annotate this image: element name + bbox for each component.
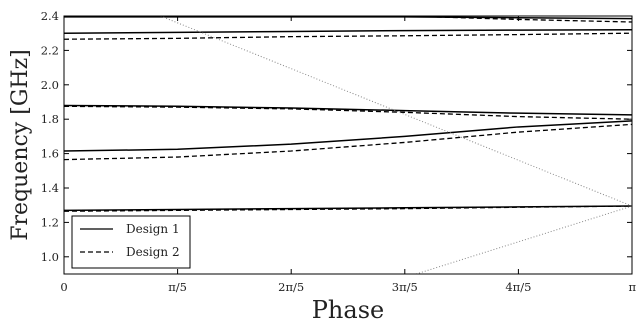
series-design-1-3	[64, 29, 632, 34]
series-design-2-8	[64, 32, 632, 40]
y-axis-ticks: 1.0 1.2 1.4 1.6 1.8 2.0 2.2 2.4	[41, 9, 632, 264]
y-tick-label: 1.8	[41, 112, 59, 126]
y-tick-label: 1.2	[41, 215, 59, 229]
x-tick-label: 4π/5	[505, 280, 531, 294]
x-tick-label: π/5	[168, 280, 187, 294]
plot-area-frame	[63, 15, 633, 275]
series-design-1-1	[64, 120, 632, 152]
legend-label-design-1: Design 1	[126, 222, 180, 236]
x-tick-label: π	[628, 280, 636, 294]
series-design-2-6	[64, 123, 632, 161]
x-axis-title: Phase	[312, 296, 384, 323]
y-tick-label: 1.4	[41, 181, 59, 195]
legend-label-design-2: Design 2	[126, 245, 180, 259]
x-tick-label: 2π/5	[278, 280, 304, 294]
series-design-2-7	[64, 105, 632, 120]
series-light-line-10	[160, 16, 632, 207]
y-tick-label: 2.2	[41, 43, 59, 57]
x-axis-ticks: 0 π/5 2π/5 3π/5 4π/5 π	[60, 16, 636, 294]
y-tick-label: 2.0	[41, 78, 59, 92]
y-tick-label: 2.4	[41, 9, 59, 23]
series-light-line-11	[416, 205, 632, 274]
legend-box	[71, 215, 191, 269]
x-tick-label: 0	[60, 280, 67, 294]
y-tick-label: 1.6	[41, 147, 59, 161]
x-tick-label: 3π/5	[392, 280, 418, 294]
series-design-1-4	[64, 16, 632, 20]
plot-layer	[64, 16, 632, 274]
y-axis-title: Frequency [GHz]	[8, 49, 33, 241]
series-design-1-2	[64, 104, 632, 116]
series-design-2-5	[64, 205, 632, 212]
legend: Design 1 Design 2	[71, 215, 191, 269]
y-tick-label: 1.0	[41, 250, 59, 264]
